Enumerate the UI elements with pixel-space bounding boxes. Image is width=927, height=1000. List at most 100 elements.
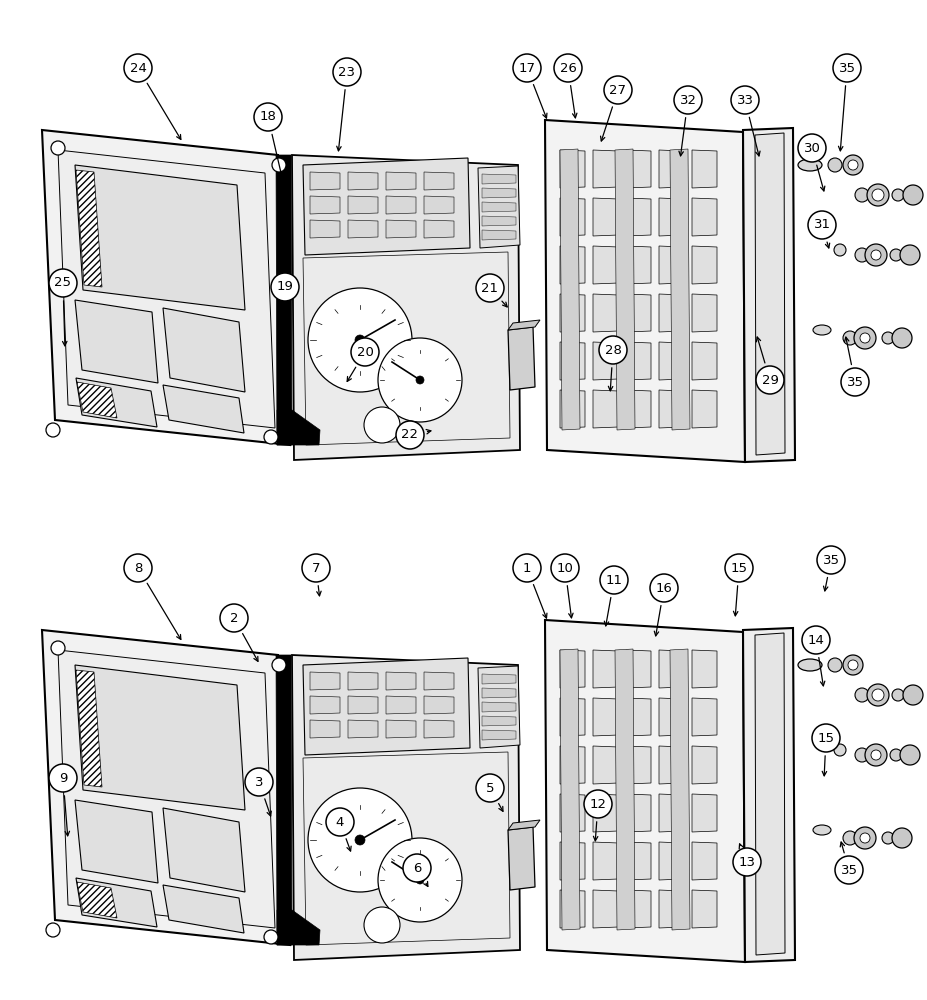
Polygon shape (559, 390, 584, 428)
Ellipse shape (854, 748, 868, 762)
Circle shape (816, 546, 844, 574)
Polygon shape (481, 674, 515, 684)
Circle shape (476, 274, 503, 302)
Polygon shape (310, 172, 339, 190)
Circle shape (603, 76, 631, 104)
Polygon shape (76, 170, 102, 287)
Circle shape (51, 641, 65, 655)
Ellipse shape (827, 658, 841, 672)
Polygon shape (658, 198, 683, 236)
Polygon shape (692, 390, 717, 428)
Polygon shape (481, 188, 515, 198)
Circle shape (598, 336, 627, 364)
Polygon shape (592, 842, 617, 880)
Circle shape (49, 269, 77, 297)
Text: 21: 21 (481, 282, 498, 294)
Polygon shape (592, 246, 617, 284)
Ellipse shape (881, 332, 893, 344)
Polygon shape (592, 794, 617, 832)
Polygon shape (658, 246, 683, 284)
Polygon shape (507, 327, 535, 390)
Polygon shape (755, 133, 784, 455)
Polygon shape (481, 230, 515, 240)
Polygon shape (424, 196, 453, 214)
Polygon shape (42, 630, 289, 945)
Polygon shape (658, 150, 683, 188)
Ellipse shape (891, 189, 903, 201)
Polygon shape (477, 166, 519, 248)
Text: 3: 3 (255, 776, 263, 788)
Polygon shape (303, 252, 510, 445)
Polygon shape (658, 746, 683, 784)
Polygon shape (310, 720, 339, 738)
Circle shape (583, 790, 611, 818)
Polygon shape (481, 688, 515, 698)
Polygon shape (658, 842, 683, 880)
Ellipse shape (842, 331, 856, 345)
Text: 4: 4 (336, 816, 344, 828)
Circle shape (902, 185, 922, 205)
Polygon shape (626, 698, 651, 736)
Polygon shape (743, 128, 794, 462)
Polygon shape (424, 672, 453, 690)
Text: 11: 11 (604, 574, 622, 586)
Text: 10: 10 (556, 562, 573, 574)
Circle shape (600, 566, 628, 594)
Text: 27: 27 (609, 84, 626, 97)
Polygon shape (615, 649, 634, 930)
Text: 35: 35 (840, 863, 857, 876)
Polygon shape (303, 158, 469, 255)
Circle shape (272, 658, 286, 672)
Circle shape (51, 141, 65, 155)
Text: 5: 5 (485, 782, 494, 794)
Circle shape (415, 876, 424, 884)
Polygon shape (424, 696, 453, 714)
Text: 24: 24 (130, 62, 146, 75)
Polygon shape (386, 220, 415, 238)
Polygon shape (692, 150, 717, 188)
Polygon shape (75, 665, 245, 810)
Polygon shape (292, 655, 519, 960)
Ellipse shape (881, 832, 893, 844)
Circle shape (891, 328, 911, 348)
Polygon shape (163, 808, 245, 892)
Circle shape (553, 54, 581, 82)
Circle shape (551, 554, 578, 582)
Polygon shape (75, 165, 245, 310)
Circle shape (871, 689, 883, 701)
Polygon shape (386, 696, 415, 714)
Text: 29: 29 (761, 373, 778, 386)
Circle shape (801, 626, 829, 654)
Text: 33: 33 (736, 94, 753, 106)
Polygon shape (507, 320, 540, 330)
Polygon shape (626, 794, 651, 832)
Polygon shape (626, 650, 651, 688)
Polygon shape (481, 716, 515, 726)
Polygon shape (75, 300, 158, 383)
Text: 30: 30 (803, 141, 819, 154)
Text: 18: 18 (260, 110, 276, 123)
Ellipse shape (812, 325, 830, 335)
Polygon shape (692, 294, 717, 332)
Polygon shape (42, 130, 289, 445)
Polygon shape (386, 672, 415, 690)
Polygon shape (692, 794, 717, 832)
Polygon shape (481, 202, 515, 212)
Text: 19: 19 (276, 280, 293, 294)
Polygon shape (669, 149, 690, 430)
Polygon shape (626, 390, 651, 428)
Text: 2: 2 (230, 611, 238, 624)
Polygon shape (658, 698, 683, 736)
Polygon shape (75, 800, 158, 883)
Text: 32: 32 (679, 94, 696, 106)
Circle shape (859, 333, 870, 343)
Circle shape (402, 854, 430, 882)
Polygon shape (77, 882, 117, 918)
Circle shape (649, 574, 678, 602)
Polygon shape (424, 172, 453, 190)
Polygon shape (348, 696, 377, 714)
Polygon shape (743, 628, 794, 962)
Polygon shape (592, 746, 617, 784)
Polygon shape (386, 720, 415, 738)
Circle shape (350, 338, 378, 366)
